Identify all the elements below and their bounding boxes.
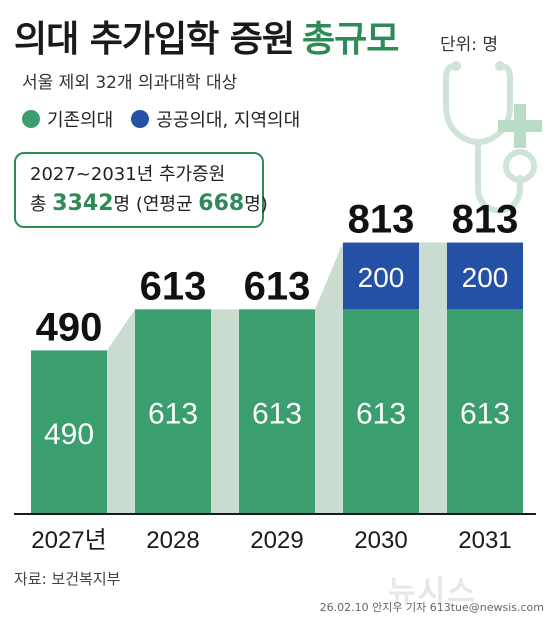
- bar-existing: [135, 309, 211, 514]
- bar-public: [343, 242, 419, 310]
- summary-avg-suffix: 명): [244, 194, 268, 215]
- summary-period: 2027~2031년 추가증원: [30, 164, 226, 185]
- title-accent: 총규모: [302, 19, 399, 60]
- legend-label-public: 공공의대, 지역의대: [156, 110, 301, 131]
- summary-total-prefix: 총: [30, 194, 47, 215]
- bar-value-existing: 613: [148, 398, 198, 431]
- subtitle: 서울 제외 32개 의과대학 대상: [22, 73, 238, 93]
- bar-total-label: 490: [36, 305, 103, 349]
- connector-band: [315, 242, 343, 514]
- x-tick-label: 2030: [354, 527, 407, 554]
- bar-existing: [31, 350, 107, 514]
- summary-totals: 총 3342명 (연평균 668명): [30, 190, 268, 216]
- credit-line: 26.02.10 안지우 기자 613tue@newsis.com: [319, 601, 544, 614]
- bar-total-label: 613: [140, 264, 207, 308]
- bar-value-existing: 613: [356, 398, 406, 431]
- bar-existing: [447, 309, 523, 514]
- x-tick-label: 2029: [250, 527, 303, 554]
- bar-total-label: 813: [452, 198, 519, 242]
- watermark: 뉴시스: [388, 575, 477, 610]
- bar-total-label: 813: [348, 198, 415, 242]
- title-main: 의대 추가입학 증원: [14, 19, 295, 60]
- bar-existing: [343, 309, 419, 514]
- legend-swatch-public: [131, 110, 150, 128]
- summary-total-value: 3342: [52, 191, 114, 216]
- page-title: 의대 추가입학 증원 총규모: [14, 10, 399, 62]
- source-note: 자료: 보건복지부: [14, 570, 121, 588]
- legend-swatch-existing: [22, 110, 40, 128]
- legend-item-public: 공공의대, 지역의대: [131, 106, 300, 132]
- bar-value-existing: 613: [252, 398, 302, 431]
- bar-total-label: 613: [244, 264, 311, 308]
- legend-item-existing: 기존의대: [22, 106, 113, 132]
- bar-value-public: 200: [462, 262, 509, 293]
- x-tick-label: 2027년: [31, 527, 106, 554]
- bar-existing: [239, 309, 315, 514]
- summary-avg-prefix: (연평균: [135, 194, 193, 215]
- legend: 기존의대 공공의대, 지역의대: [22, 106, 318, 132]
- bar-public: [447, 242, 523, 310]
- connector-band: [211, 309, 239, 514]
- summary-total-unit: 명: [113, 194, 131, 215]
- connector-band: [107, 309, 135, 514]
- bar-value-existing: 613: [460, 398, 510, 431]
- x-tick-label: 2031: [458, 527, 511, 554]
- legend-label-existing: 기존의대: [47, 110, 114, 131]
- connector-band: [419, 242, 447, 514]
- stethoscope-icon: [443, 61, 542, 214]
- unit-label: 단위: 명: [440, 35, 499, 55]
- bar-value-public: 200: [358, 262, 405, 293]
- bar-value-existing: 490: [44, 418, 94, 451]
- summary-avg-value: 668: [198, 191, 245, 216]
- summary-box: 2027~2031년 추가증원 총 3342명 (연평균 668명): [14, 152, 268, 228]
- x-tick-label: 2028: [146, 527, 199, 554]
